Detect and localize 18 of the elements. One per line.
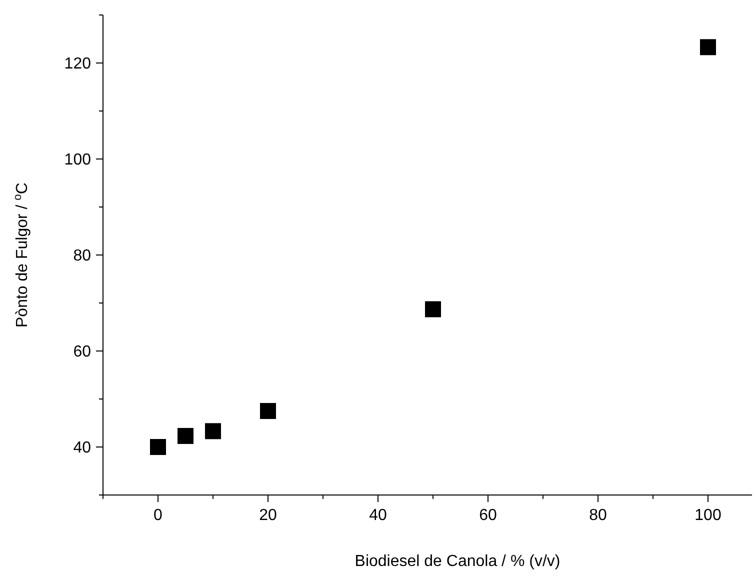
x-tick-label: 0 (154, 507, 163, 524)
y-tick-label: 80 (73, 248, 92, 265)
y-tick-label: 120 (64, 56, 92, 73)
point (425, 301, 441, 318)
y-tick-label: 60 (73, 344, 92, 361)
point (205, 423, 221, 440)
x-tick-label: 100 (694, 507, 722, 524)
point (700, 39, 716, 56)
x-tick-label: 80 (589, 507, 607, 524)
point (260, 403, 276, 419)
x-axis-title: Biodiesel de Canola / % (v/v) (354, 553, 560, 570)
point (178, 428, 194, 444)
x-tick-label: 20 (259, 507, 277, 524)
y-tick-label: 40 (73, 440, 92, 457)
x-tick-label: 40 (369, 507, 387, 524)
x-tick-label: 60 (479, 507, 497, 524)
y-tick-label: 100 (64, 152, 92, 169)
point (150, 439, 166, 455)
